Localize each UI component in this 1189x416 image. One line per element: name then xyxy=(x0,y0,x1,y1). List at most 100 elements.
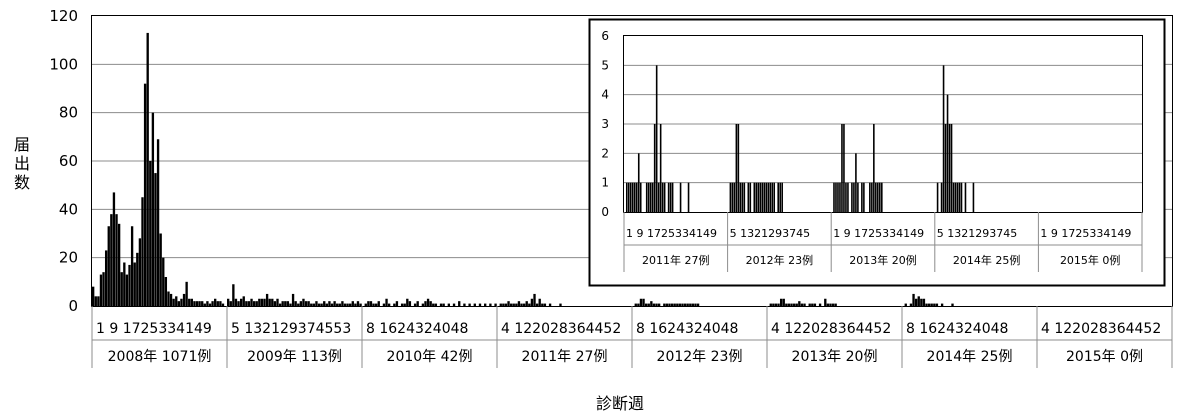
main-bar xyxy=(107,226,110,306)
main-week-tick-label: 4 122028364452 xyxy=(501,321,621,337)
inset-week-tick-label: 5 1321293745 xyxy=(937,227,1017,240)
main-bar xyxy=(689,303,692,306)
main-bar xyxy=(779,298,783,306)
main-y-tick-label: 40 xyxy=(59,200,78,218)
main-week-tick-label: 8 1624324048 xyxy=(906,321,1008,337)
main-bar xyxy=(494,303,497,306)
inset-bar xyxy=(960,182,963,212)
main-bar xyxy=(452,303,456,306)
inset-bar xyxy=(833,182,835,212)
main-bar xyxy=(800,303,804,306)
main-bar xyxy=(234,298,238,306)
main-bar xyxy=(349,303,352,306)
main-bar xyxy=(260,298,264,306)
inset-bar xyxy=(761,182,764,212)
main-bar xyxy=(927,303,931,306)
main-bar xyxy=(515,303,518,306)
inset-year-label: 2012年 23例 xyxy=(746,253,814,267)
inset-bar xyxy=(671,182,674,212)
main-bar xyxy=(374,303,378,306)
main-bar xyxy=(328,301,331,306)
main-bar xyxy=(278,303,282,306)
main-bar xyxy=(214,298,217,306)
main-bar xyxy=(509,303,513,306)
inset-bar xyxy=(946,94,949,212)
main-bar xyxy=(426,298,430,306)
main-bar xyxy=(299,301,303,306)
main-bar xyxy=(458,301,461,306)
main-bar xyxy=(787,303,791,306)
main-bar xyxy=(904,303,907,306)
inset-bar xyxy=(737,124,740,212)
main-bar xyxy=(935,303,939,306)
main-bar xyxy=(639,298,643,306)
inset-bar xyxy=(855,153,857,212)
main-bar xyxy=(535,303,539,306)
main-bar xyxy=(302,298,305,306)
inset-bar xyxy=(861,182,863,212)
main-bar xyxy=(382,303,386,306)
inset-bar xyxy=(757,182,760,212)
main-bar xyxy=(665,303,669,306)
main-bar xyxy=(530,298,534,306)
inset-bar xyxy=(647,182,650,212)
main-y-tick-label: 0 xyxy=(68,297,78,315)
inset-bar xyxy=(755,182,758,212)
main-bar xyxy=(499,303,502,306)
main-bar xyxy=(359,303,362,306)
main-bar xyxy=(125,274,129,306)
main-bar xyxy=(201,301,204,306)
inset-week-tick-label: 1 9 1725334149 xyxy=(833,227,924,240)
main-bar xyxy=(790,303,793,306)
main-bar xyxy=(522,303,526,306)
main-bar xyxy=(315,301,318,306)
main-bar xyxy=(245,301,248,306)
main-bar xyxy=(255,301,258,306)
main-bar xyxy=(227,298,230,306)
main-bar xyxy=(117,223,121,306)
main-bar xyxy=(206,301,209,306)
inset-bar xyxy=(952,182,955,212)
main-bar xyxy=(367,301,370,306)
inset-bar xyxy=(759,182,762,212)
main-bar xyxy=(372,303,375,306)
main-bar xyxy=(265,293,269,306)
main-bar xyxy=(185,281,188,306)
main-bar xyxy=(909,303,913,306)
main-bar xyxy=(668,303,671,306)
main-bar xyxy=(247,301,251,306)
inset-week-tick-label: 5 1321293745 xyxy=(730,227,810,240)
inset-bar xyxy=(851,182,853,212)
main-bar xyxy=(167,291,170,306)
main-bar xyxy=(818,303,822,306)
main-year-label: 2008年 1071例 xyxy=(108,349,212,365)
inset-bar xyxy=(731,182,734,212)
inset-y-tick-label: 6 xyxy=(601,29,609,43)
inset-bar xyxy=(631,182,634,212)
main-bar xyxy=(528,303,531,306)
main-bar xyxy=(104,250,108,306)
main-bar xyxy=(831,303,835,306)
main-bar xyxy=(229,301,232,306)
inset-bar xyxy=(635,182,638,212)
inset-bar xyxy=(777,182,779,212)
main-bars xyxy=(92,32,954,307)
main-bar xyxy=(123,262,126,306)
main-bar xyxy=(808,303,811,306)
main-bar xyxy=(92,286,95,306)
main-bar xyxy=(151,112,155,306)
main-bar xyxy=(211,301,214,306)
inset-bar xyxy=(749,182,752,212)
main-bar xyxy=(468,303,471,306)
main-bar xyxy=(143,83,147,306)
main-bar xyxy=(785,303,788,306)
main-bar xyxy=(276,298,279,306)
inset-y-tick-label: 4 xyxy=(601,88,609,102)
main-bar xyxy=(413,303,417,306)
main-bar xyxy=(940,303,944,306)
inset-bar xyxy=(653,124,656,212)
main-bar xyxy=(406,298,409,306)
main-bar xyxy=(130,226,134,306)
main-bar xyxy=(478,303,482,306)
inset-bar xyxy=(669,182,672,212)
